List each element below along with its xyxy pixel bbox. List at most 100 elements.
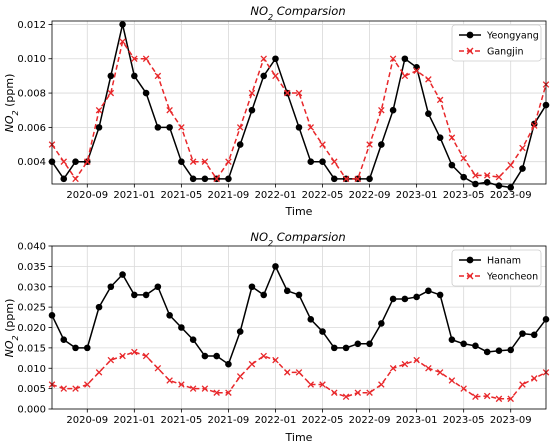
data-point-gangjin bbox=[483, 172, 491, 179]
data-point-yeoncheon bbox=[283, 369, 291, 376]
x-tick-label: 2022-01 bbox=[255, 415, 297, 426]
data-point-gangjin bbox=[530, 122, 538, 129]
data-point-yeoncheon bbox=[295, 369, 303, 376]
data-point-yeoncheon bbox=[154, 364, 162, 372]
data-point-yeoncheon bbox=[201, 385, 209, 392]
data-point-yeongyang bbox=[401, 55, 409, 63]
data-point-yeongyang bbox=[225, 175, 232, 183]
data-point-hanam bbox=[389, 295, 397, 303]
data-point-gangjin bbox=[460, 155, 467, 162]
data-point-gangjin bbox=[201, 158, 209, 165]
data-point-gangjin bbox=[142, 55, 150, 63]
data-point-yeoncheon bbox=[319, 381, 326, 388]
data-point-yeongyang bbox=[295, 124, 303, 131]
legend: Hanam Yeoncheon bbox=[451, 249, 542, 287]
x-tick-label: 2022-01 bbox=[255, 190, 297, 201]
data-point-yeongyang bbox=[378, 141, 385, 148]
x-tick-label: 2022-09 bbox=[349, 190, 391, 201]
data-point-yeoncheon bbox=[436, 369, 444, 376]
x-tick-labels: 2020-09 2021-01 2021-05 2021-09 2022-01 2022-… bbox=[66, 409, 532, 426]
x-axis-label: Time bbox=[285, 205, 313, 218]
data-point-hanam bbox=[436, 291, 444, 299]
x-tick-label: 2023-05 bbox=[443, 415, 485, 426]
data-point-gangjin bbox=[260, 55, 267, 63]
data-point-yeoncheon bbox=[389, 364, 397, 372]
x-tick-label: 2022-09 bbox=[349, 415, 391, 426]
legend-label-gangjin: Gangjin bbox=[487, 47, 524, 58]
data-point-gangjin bbox=[178, 124, 185, 131]
y-tick-labels: 0.000 0.005 0.010 0.015 0.020 0.025 0.030 0.035… bbox=[17, 242, 52, 416]
data-point-hanam bbox=[378, 320, 385, 327]
data-point-gangjin bbox=[378, 106, 385, 114]
data-point-hanam bbox=[319, 328, 326, 335]
x-tick-label: 2023-01 bbox=[396, 190, 438, 201]
data-point-yeoncheon bbox=[425, 364, 432, 372]
data-point-hanam bbox=[283, 287, 291, 295]
data-point-hanam bbox=[95, 303, 103, 311]
data-point-yeongyang bbox=[95, 124, 103, 131]
data-point-yeongyang bbox=[236, 141, 244, 148]
legend-marker-yeoncheon bbox=[466, 272, 474, 280]
data-point-hanam bbox=[189, 336, 197, 344]
legend-label-hanam: Hanam bbox=[487, 256, 521, 267]
data-point-gangjin bbox=[436, 96, 444, 104]
data-point-hanam bbox=[401, 295, 409, 303]
data-point-gangjin bbox=[154, 72, 162, 80]
data-point-hanam bbox=[295, 291, 303, 299]
data-point-yeongyang bbox=[389, 106, 397, 114]
y-tick-labels: 0.004 0.006 0.008 0.010 0.012 bbox=[17, 20, 52, 168]
data-point-gangjin bbox=[225, 158, 232, 165]
data-point-yeoncheon bbox=[378, 381, 385, 388]
data-point-yeongyang bbox=[60, 175, 68, 183]
data-point-yeongyang bbox=[72, 158, 79, 165]
data-point-yeongyang bbox=[189, 175, 197, 183]
y-tick-label: 0.025 bbox=[17, 303, 46, 314]
y-tick-label: 0.006 bbox=[17, 123, 46, 134]
data-point-hanam bbox=[60, 336, 68, 344]
data-point-yeoncheon bbox=[236, 373, 244, 380]
data-point-gangjin bbox=[131, 55, 138, 63]
y-tick-label: 0.008 bbox=[17, 89, 46, 100]
data-point-hanam bbox=[342, 344, 350, 352]
chart-title: NO2 Comparsion bbox=[250, 230, 345, 248]
data-point-yeongyang bbox=[366, 175, 373, 183]
y-tick-label: 0.030 bbox=[17, 282, 46, 293]
legend: Yeongyang Gangjin bbox=[451, 24, 542, 62]
y-tick-label: 0.004 bbox=[17, 157, 46, 168]
series-line-yeoncheon bbox=[51, 351, 547, 400]
data-point-yeongyang bbox=[319, 158, 326, 165]
data-point-hanam bbox=[272, 263, 279, 270]
data-point-yeoncheon bbox=[401, 360, 409, 368]
series-layer bbox=[48, 21, 550, 191]
data-point-hanam bbox=[166, 311, 173, 319]
series-layer bbox=[48, 263, 550, 403]
x-tick-label: 2021-09 bbox=[208, 415, 250, 426]
data-point-yeongyang bbox=[495, 182, 503, 190]
series-line-gangjin bbox=[51, 40, 547, 180]
chart-hanam-yeoncheon: NO2 Comparsion 2020-09 2021-01 2021-05 2021… bbox=[3, 230, 550, 444]
chart-yeongyang-gangjin: NO2 Comparsion 2020-09 2021-01 2021-05 2021… bbox=[3, 4, 550, 218]
data-point-yeoncheon bbox=[448, 377, 456, 384]
data-point-gangjin bbox=[248, 89, 256, 97]
data-point-gangjin bbox=[60, 158, 68, 165]
data-point-yeongyang bbox=[425, 110, 432, 117]
y-tick-label: 0.015 bbox=[17, 343, 46, 354]
x-tick-label: 2023-09 bbox=[490, 190, 532, 201]
data-point-hanam bbox=[178, 324, 185, 331]
data-point-yeongyang bbox=[142, 89, 150, 97]
series-yeoncheon bbox=[48, 348, 550, 403]
data-point-gangjin bbox=[319, 141, 326, 148]
data-point-gangjin bbox=[283, 89, 291, 97]
data-point-hanam bbox=[519, 330, 526, 337]
data-point-yeongyang bbox=[131, 72, 138, 80]
data-point-gangjin bbox=[354, 175, 362, 183]
data-point-hanam bbox=[530, 331, 538, 339]
y-tick-label: 0.040 bbox=[17, 242, 46, 253]
data-point-yeoncheon bbox=[272, 356, 279, 364]
data-point-gangjin bbox=[307, 124, 315, 131]
data-point-hanam bbox=[425, 287, 432, 295]
x-axis-label: Time bbox=[285, 431, 313, 444]
x-tick-label: 2021-05 bbox=[160, 190, 202, 201]
data-point-yeoncheon bbox=[460, 385, 467, 392]
data-point-yeoncheon bbox=[72, 385, 79, 392]
